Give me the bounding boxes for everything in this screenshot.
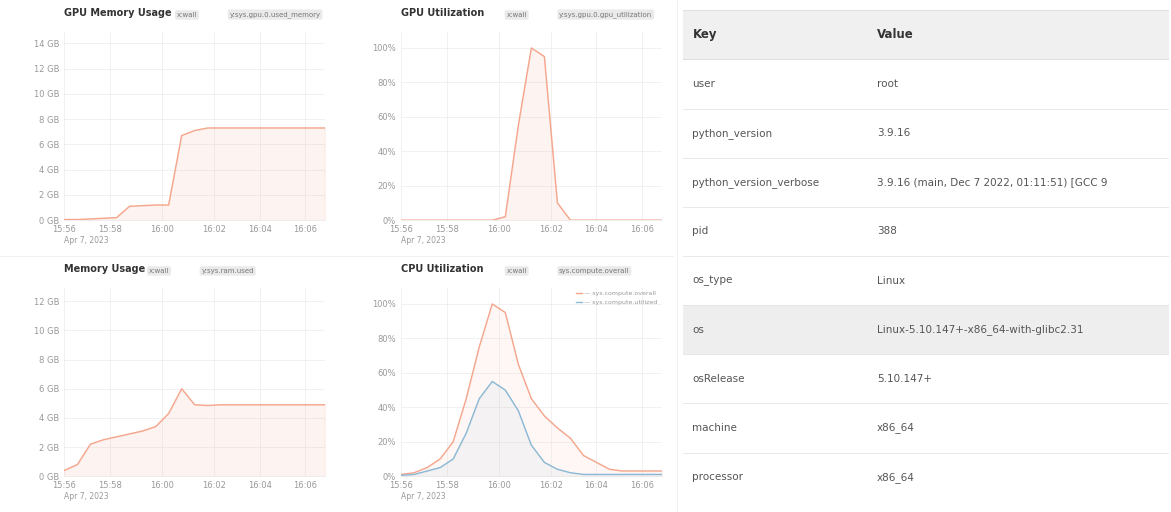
Text: x86_64: x86_64 xyxy=(877,422,915,434)
Bar xyxy=(683,59,1169,109)
Text: GPU Utilization: GPU Utilization xyxy=(400,8,485,18)
Text: os: os xyxy=(692,325,704,335)
Text: osRelease: osRelease xyxy=(692,374,745,384)
Text: Value: Value xyxy=(877,28,913,41)
Text: Apr 7, 2023: Apr 7, 2023 xyxy=(64,236,109,245)
Text: Memory Usage: Memory Usage xyxy=(64,264,145,274)
Text: user: user xyxy=(692,79,715,89)
Text: x:wall: x:wall xyxy=(149,268,170,274)
Legend: — sys.compute.overall, — sys.compute.utilized: — sys.compute.overall, — sys.compute.uti… xyxy=(575,290,658,306)
Text: GPU Memory Usage: GPU Memory Usage xyxy=(64,8,172,18)
Text: y:sys.gpu.0.used_memory: y:sys.gpu.0.used_memory xyxy=(230,11,321,18)
Bar xyxy=(683,305,1169,354)
Text: python_version: python_version xyxy=(692,127,773,139)
Text: processor: processor xyxy=(692,472,744,482)
Text: y:sys.ram.used: y:sys.ram.used xyxy=(201,268,254,274)
Text: Apr 7, 2023: Apr 7, 2023 xyxy=(400,236,446,245)
Text: Apr 7, 2023: Apr 7, 2023 xyxy=(400,492,446,501)
Text: Linux-5.10.147+-x86_64-with-glibc2.31: Linux-5.10.147+-x86_64-with-glibc2.31 xyxy=(877,324,1083,335)
Text: 3.9.16: 3.9.16 xyxy=(877,128,910,138)
Bar xyxy=(683,403,1169,453)
Bar xyxy=(683,453,1169,502)
Bar xyxy=(683,158,1169,207)
Text: Linux: Linux xyxy=(877,275,905,286)
Text: x86_64: x86_64 xyxy=(877,472,915,483)
Bar xyxy=(683,354,1169,403)
Text: Key: Key xyxy=(692,28,717,41)
Text: y:sys.gpu.0.gpu_utilization: y:sys.gpu.0.gpu_utilization xyxy=(560,11,652,18)
Text: x:wall: x:wall xyxy=(506,268,527,274)
Bar xyxy=(683,207,1169,256)
Text: root: root xyxy=(877,79,898,89)
Text: x:wall: x:wall xyxy=(506,12,527,18)
Bar xyxy=(683,256,1169,305)
Text: python_version_verbose: python_version_verbose xyxy=(692,177,820,188)
Bar xyxy=(683,10,1169,59)
Text: sys.compute.overall: sys.compute.overall xyxy=(560,268,630,274)
Text: machine: machine xyxy=(692,423,738,433)
Text: pid: pid xyxy=(692,226,708,237)
Text: 388: 388 xyxy=(877,226,897,237)
Text: CPU Utilization: CPU Utilization xyxy=(400,264,484,274)
Bar xyxy=(683,109,1169,158)
Text: 5.10.147+: 5.10.147+ xyxy=(877,374,932,384)
Text: Apr 7, 2023: Apr 7, 2023 xyxy=(64,492,109,501)
Text: x:wall: x:wall xyxy=(177,12,198,18)
Text: 3.9.16 (main, Dec 7 2022, 01:11:51) [GCC 9: 3.9.16 (main, Dec 7 2022, 01:11:51) [GCC… xyxy=(877,177,1108,187)
Text: os_type: os_type xyxy=(692,275,733,286)
